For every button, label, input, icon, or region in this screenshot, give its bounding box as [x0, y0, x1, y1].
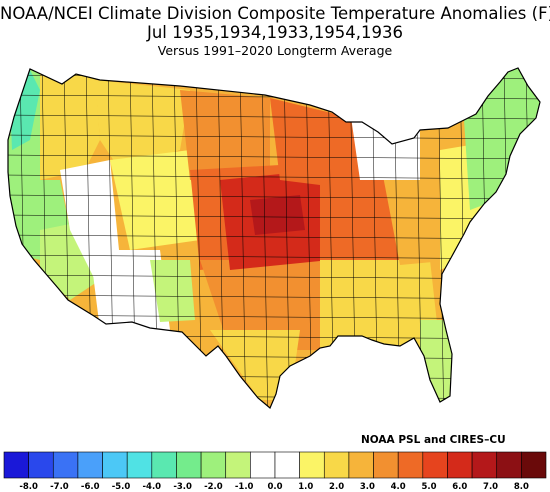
region-southwest-desert [90, 250, 170, 330]
colorbar-tick-label: 2.0 [329, 482, 344, 492]
colorbar-cell [225, 451, 251, 479]
division-boundary [459, 68, 467, 408]
colorbar-tick-label: 4.0 [391, 482, 406, 492]
region-high-plains-north [180, 90, 270, 180]
colorbar-cell [250, 451, 276, 479]
us-climate-division-map [0, 67, 550, 419]
region-northern-rockies [95, 80, 190, 170]
colorbar-cell [102, 451, 128, 479]
colorbar-cell [299, 451, 325, 479]
colorbar-cell [151, 451, 177, 479]
colorbar-cell [274, 451, 300, 479]
region-interior-northwest [40, 70, 100, 180]
colorbar-cell [521, 451, 547, 479]
us-outline [7, 67, 541, 409]
division-boundary [0, 415, 550, 419]
colorbar-cell [126, 451, 153, 479]
colorbar-cell [77, 451, 103, 479]
division-boundary [8, 174, 540, 180]
composite-years: Jul 1935,1934,1933,1954,1936 [146, 23, 404, 42]
region-texas-south [210, 330, 300, 400]
colorbar: -8.0 -7.0 -6.0 -5.0 -4.0 -3.0 -2.0 -1.0 0.0 1.0 2.… [3, 451, 547, 492]
colorbar-tick-label: -6.0 [81, 482, 100, 492]
colorbar-cell [28, 451, 54, 479]
colorbar-cell [373, 451, 399, 479]
colorbar-tick-label: 3.0 [360, 482, 375, 492]
colorbar-cell [397, 451, 424, 479]
colorbar-cell [176, 451, 202, 479]
division-boundary [8, 234, 540, 240]
colorbar-cell [447, 451, 473, 479]
division-boundary [8, 214, 540, 220]
region-great-lakes [350, 110, 420, 180]
colorbar-tick-label: -5.0 [112, 482, 131, 492]
colorbar-tick-label: 8.0 [514, 482, 529, 492]
data-credit: NOAA PSL and CIRES–CU [361, 434, 506, 446]
colorbar-cell [471, 451, 498, 479]
division-boundary [239, 68, 247, 408]
colorbar-cell [348, 451, 374, 479]
reference-period: Versus 1991–2020 Longterm Average [157, 43, 393, 58]
colorbar-tick-label: 6.0 [452, 482, 467, 492]
colorbar-tick-label: 5.0 [421, 482, 436, 492]
region-central-peak [250, 195, 305, 235]
colorbar-tick-label: 0.0 [267, 482, 282, 492]
colorbar-tick-label: -7.0 [50, 482, 69, 492]
colorbar-cell [422, 451, 448, 479]
colorbar-cell [52, 451, 79, 479]
colorbar-cell [200, 451, 227, 479]
colorbar-tick-label: -2.0 [204, 482, 223, 492]
division-boundary [8, 194, 540, 200]
colorbar-tick-label: -3.0 [173, 482, 192, 492]
colorbar-cell [496, 451, 522, 479]
colorbar-tick-label: -8.0 [19, 482, 38, 492]
division-boundary [8, 154, 540, 160]
map-title: NOAA/NCEI Climate Division Composite Tem… [0, 4, 550, 23]
division-boundary [8, 134, 540, 140]
colorbar-tick-label: 1.0 [298, 482, 313, 492]
region-southern-plains [200, 260, 320, 350]
division-boundary [261, 68, 269, 408]
colorbar-cell [3, 451, 29, 479]
colorbar-cells [3, 451, 547, 479]
region-southeast [320, 260, 440, 350]
colorbar-cell [323, 451, 350, 479]
region-southwest-green [150, 260, 195, 322]
region-upper-midwest [270, 98, 360, 190]
colorbar-tick-label: -1.0 [235, 482, 254, 492]
colorbar-ticks: -8.0 -7.0 -6.0 -5.0 -4.0 -3.0 -2.0 -1.0 0.0 1.0 2.… [19, 482, 529, 492]
colorbar-tick-label: -4.0 [143, 482, 162, 492]
colorbar-tick-label: 7.0 [483, 482, 498, 492]
